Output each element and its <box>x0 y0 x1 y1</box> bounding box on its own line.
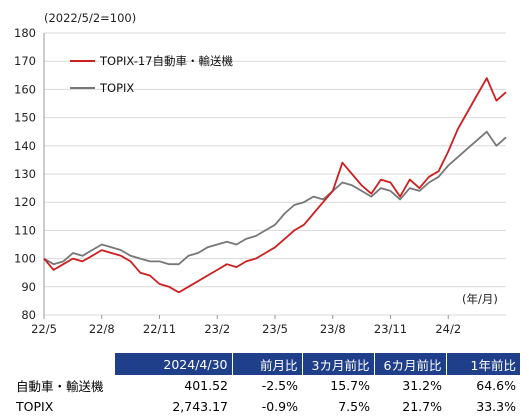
chart-note: (2022/5/2=100) <box>44 11 136 25</box>
summary-table: 2024/4/30 前月比 3カ月前比 6カ月前比 1年前比 自動車・輸送機 4… <box>14 353 520 417</box>
x-tick-label: 22/11 <box>143 322 176 336</box>
table-cell: 31.2% <box>374 375 446 396</box>
y-tick-label: 140 <box>14 139 36 153</box>
row-label: TOPIX <box>14 396 114 417</box>
y-tick-label: 160 <box>14 82 36 96</box>
x-unit-label: (年/月) <box>462 292 498 306</box>
series-lines <box>43 77 507 294</box>
table-cell: 21.7% <box>374 396 446 417</box>
legend-label-auto: TOPIX-17自動車・輸送機 <box>99 54 233 68</box>
table-row: 自動車・輸送機 401.52 -2.5% 15.7% 31.2% 64.6% <box>14 375 520 396</box>
table-header-3m: 3カ月前比 <box>301 353 374 375</box>
y-tick-label: 120 <box>14 195 36 209</box>
table-cell: 2,743.17 <box>114 396 232 417</box>
x-tick-label: 24/2 <box>435 322 461 336</box>
grid-lines <box>43 32 506 316</box>
table-header-blank <box>14 353 114 375</box>
y-tick-label: 80 <box>21 308 36 322</box>
table-header-6m: 6カ月前比 <box>373 353 446 375</box>
table-cell: 64.6% <box>446 375 520 396</box>
y-tick-label: 150 <box>14 111 36 125</box>
x-axis: 22/5 22/8 22/11 23/2 23/5 23/8 23/11 24/2 <box>31 315 461 336</box>
legend: TOPIX-17自動車・輸送機 TOPIX <box>70 54 233 95</box>
index-line-chart: (2022/5/2=100) 80 90 100 110 120 130 140 150 160… <box>14 11 507 336</box>
x-tick-label: 23/11 <box>374 322 407 336</box>
row-label: 自動車・輸送機 <box>14 375 114 396</box>
table-cell: -0.9% <box>232 396 302 417</box>
x-tick-label: 22/5 <box>31 322 57 336</box>
table-cell: 401.52 <box>114 375 232 396</box>
table-cell: 7.5% <box>302 396 374 417</box>
x-tick-label: 22/8 <box>89 322 115 336</box>
y-tick-label: 110 <box>14 223 36 237</box>
y-tick-label: 170 <box>14 54 36 68</box>
table-header-row: 2024/4/30 前月比 3カ月前比 6カ月前比 1年前比 <box>14 353 520 375</box>
legend-label-topix: TOPIX <box>99 81 134 95</box>
y-tick-label: 100 <box>14 252 36 266</box>
x-tick-label: 23/8 <box>320 322 346 336</box>
table-header-mom: 前月比 <box>231 353 302 375</box>
table-header-1y: 1年前比 <box>445 353 520 375</box>
x-tick-label: 23/5 <box>262 322 288 336</box>
y-axis: 80 90 100 110 120 130 140 150 160 170 180 <box>14 26 36 322</box>
table-row: TOPIX 2,743.17 -0.9% 7.5% 21.7% 33.3% <box>14 396 520 417</box>
table-cell: -2.5% <box>232 375 302 396</box>
series-line-topix <box>43 130 507 266</box>
table-cell: 15.7% <box>302 375 374 396</box>
y-tick-label: 180 <box>14 26 36 40</box>
y-tick-label: 90 <box>21 280 36 294</box>
series-line-auto <box>43 77 507 294</box>
y-tick-label: 130 <box>14 167 36 181</box>
table-header-date: 2024/4/30 <box>113 353 232 375</box>
x-tick-label: 23/2 <box>204 322 230 336</box>
table-cell: 33.3% <box>446 396 520 417</box>
